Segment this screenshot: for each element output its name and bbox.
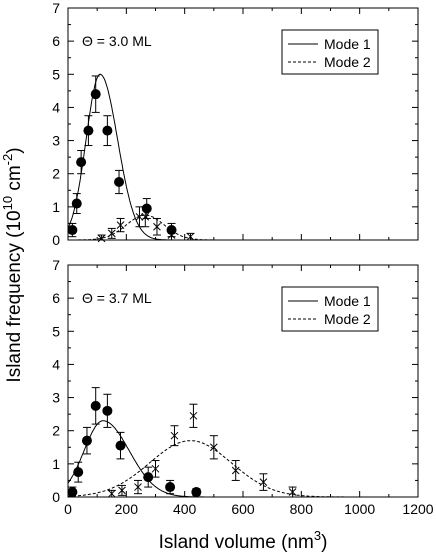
- data-point-circle: [83, 125, 94, 136]
- data-point-x: [97, 234, 106, 243]
- x-tick-label: 200: [115, 501, 139, 517]
- data-point-x: [116, 221, 125, 229]
- data-point-x: [107, 229, 116, 238]
- legend-box: [281, 29, 379, 75]
- y-tick-label: 4: [52, 356, 60, 372]
- y-tick-label: 0: [52, 489, 60, 505]
- data-point-circle: [191, 487, 202, 498]
- coverage-annotation: Θ = 3.7 ML: [82, 290, 152, 306]
- data-point-circle: [141, 203, 152, 214]
- data-point-x: [186, 232, 195, 241]
- legend-box: [281, 286, 379, 332]
- mode-1-curve: [67, 73, 188, 241]
- y-tick-label: 6: [52, 290, 60, 306]
- data-point-x: [231, 466, 240, 475]
- x-tick-label: 400: [173, 501, 197, 517]
- legend-label: Mode 2: [324, 54, 371, 70]
- data-point-circle: [67, 487, 78, 498]
- y-tick-label: 3: [52, 390, 60, 406]
- legend-label: Mode 2: [324, 311, 371, 327]
- y-tick-label: 7: [52, 257, 60, 273]
- x-tick-label: 0: [64, 501, 72, 517]
- data-point-x: [118, 486, 126, 495]
- data-point-x: [189, 411, 198, 420]
- data-point-circle: [102, 125, 113, 136]
- data-point-x: [167, 231, 176, 239]
- coverage-annotation: Θ = 3.0 ML: [82, 33, 152, 49]
- data-point-circle: [76, 157, 87, 168]
- data-point-circle: [165, 482, 176, 493]
- data-point-circle: [90, 89, 101, 100]
- mode-1-curve: [67, 420, 235, 498]
- data-point-circle: [102, 405, 113, 416]
- mode-2-curve: [67, 440, 418, 498]
- bottom-panel: 0 1 2 3 4 5 6 7 0 200 400 600 800 1000 1200 Θ = 3.7 ML M…: [52, 257, 434, 517]
- data-point-x: [107, 489, 116, 498]
- mode-2-curve: [68, 214, 259, 241]
- data-point-x: [209, 443, 218, 452]
- x-axis-label: Island volume (nm3): [159, 528, 328, 553]
- y-tick-label: 3: [52, 133, 60, 149]
- data-point-circle: [114, 177, 125, 187]
- x-tick-label: 1200: [402, 501, 433, 517]
- y-tick-label: 6: [52, 33, 60, 49]
- data-point-circle: [67, 225, 78, 236]
- y-axis-label: Island frequency (1010 cm-2): [0, 147, 25, 382]
- data-point-circle: [143, 472, 154, 483]
- data-point-x: [288, 488, 297, 496]
- data-point-x: [134, 483, 142, 491]
- data-point-x: [170, 431, 179, 440]
- data-point-x: [141, 212, 150, 221]
- data-point-circle: [81, 435, 92, 446]
- data-point-x: [135, 212, 144, 221]
- x-tick-label: 1000: [344, 501, 375, 517]
- y-tick-label: 1: [52, 199, 60, 215]
- y-tick-label: 2: [52, 423, 60, 439]
- data-point-x: [153, 222, 161, 231]
- y-tick-label: 2: [52, 166, 60, 182]
- y-tick-label: 4: [52, 99, 60, 115]
- data-point-x: [151, 464, 160, 473]
- data-point-circle: [71, 198, 82, 209]
- x-tick-label: 600: [231, 501, 255, 517]
- y-tick-label: 5: [52, 66, 60, 82]
- y-tick-label: 1: [52, 456, 60, 472]
- y-tick-label: 5: [52, 323, 60, 339]
- data-point-circle: [73, 467, 84, 478]
- y-tick-label: 7: [52, 0, 60, 16]
- legend-label: Mode 1: [324, 293, 371, 309]
- y-tick-label: 0: [52, 232, 60, 248]
- data-point-circle: [115, 440, 126, 451]
- x-tick-label: 800: [290, 501, 314, 517]
- data-point-circle: [90, 400, 101, 411]
- legend-label: Mode 1: [324, 36, 371, 52]
- top-panel: 0 1 2 3 4 5 6 7 Θ = 3.0 ML Mode 1 Mode 2: [52, 0, 419, 248]
- data-point-x: [259, 478, 268, 486]
